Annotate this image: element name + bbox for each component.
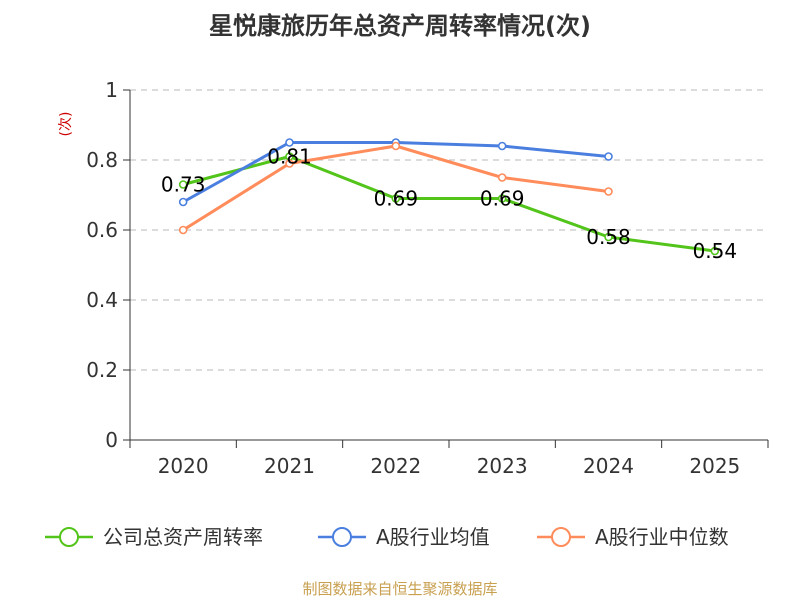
data-point-3 — [178, 225, 188, 235]
x-tick-label: 2020 — [158, 454, 209, 478]
x-tick-label: 2024 — [583, 454, 634, 478]
x-tick-label: 2025 — [689, 454, 740, 478]
source-note: 制图数据来自恒生聚源数据库 — [302, 580, 497, 598]
gridlines — [130, 89, 768, 371]
legend: 公司总资产周转率 A股行业均值 A股行业中位数 — [45, 525, 729, 549]
data-point-3 — [604, 187, 613, 196]
data-label: 0.73 — [161, 173, 206, 197]
data-point-1 — [604, 232, 613, 242]
legend-label-2: A股行业均值 — [376, 525, 490, 549]
data-label: 0.69 — [480, 187, 525, 211]
data-point-3 — [497, 173, 507, 182]
y-tick-label: 0 — [105, 428, 118, 452]
legend-label-1: 公司总资产周转率 — [103, 525, 263, 549]
y-axis-label: (次) — [58, 112, 74, 137]
data-point-2 — [178, 197, 188, 207]
data-point-1 — [497, 194, 507, 203]
x-tick-label: 2023 — [477, 454, 528, 478]
y-tick-label: 0.8 — [86, 148, 118, 172]
data-labels: 0.73 0.81 0.69 0.69 0.58 0.54 — [161, 145, 737, 264]
y-tick-label: 0.4 — [86, 288, 118, 312]
data-point-1 — [710, 246, 720, 256]
legend-marker-1 — [59, 527, 79, 547]
chart-title: 星悦康旅历年总资产周转率情况(次) — [209, 12, 591, 40]
x-tick-label: 2022 — [370, 454, 421, 478]
x-tick-label: 2021 — [264, 454, 315, 478]
data-label: 0.69 — [374, 187, 419, 211]
y-tick-label: 0.6 — [86, 218, 118, 242]
data-point-3 — [391, 141, 401, 151]
data-point-2 — [285, 138, 294, 147]
data-point-2 — [497, 141, 507, 151]
data-point-1 — [391, 194, 401, 203]
legend-label-3: A股行业中位数 — [595, 525, 729, 549]
y-tick-label: 0.2 — [86, 358, 118, 382]
data-label: 0.58 — [586, 225, 631, 249]
series-lines — [178, 138, 720, 256]
data-point-1 — [178, 180, 188, 189]
legend-marker-2 — [332, 527, 352, 547]
data-point-3 — [285, 159, 294, 168]
data-point-2 — [604, 152, 613, 161]
y-tick-label: 1 — [105, 78, 118, 102]
data-label: 0.54 — [693, 239, 738, 263]
data-label: 0.81 — [267, 145, 312, 169]
legend-marker-3 — [551, 527, 571, 547]
series-line-1 — [182, 155, 716, 253]
